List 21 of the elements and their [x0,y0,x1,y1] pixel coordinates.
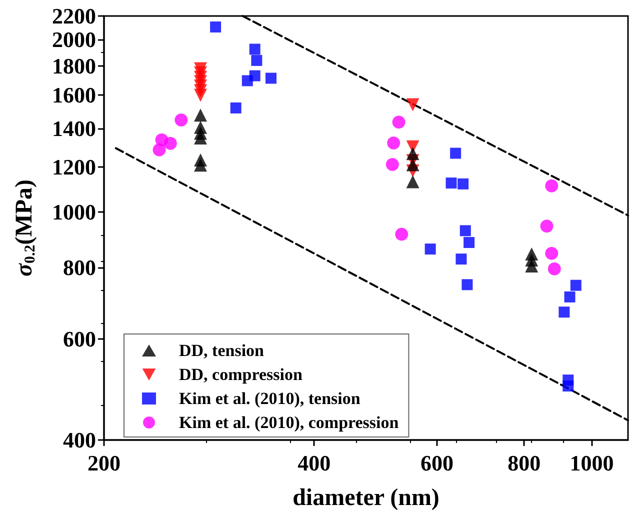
x-tick-label: 1000 [570,450,614,476]
y-tick-label: 1200 [52,154,96,180]
y-tick-label: 1000 [52,200,96,225]
y-tick-label: 1600 [52,82,96,108]
legend-label: Kim et al. (2010), tension [179,389,361,408]
y-tick-label: 1800 [52,53,96,78]
legend-label: DD, compression [179,365,303,384]
y-tick-label: 2200 [52,4,96,28]
x-tick-label: 800 [508,450,541,476]
x-axis-title: diameter (nm) [292,485,440,511]
x-tick-label: 400 [298,450,331,476]
legend-label: Kim et al. (2010), compression [179,413,400,432]
y-tick-label: 1400 [52,116,96,141]
legend-label: DD, tension [179,341,265,360]
x-tick-label: 200 [88,450,120,476]
y-tick-label: 400 [63,428,96,452]
y-axis-title: σ0.2(MPa) [12,180,38,276]
y-tick-label: 600 [63,326,96,352]
y-tick-label: 2000 [52,27,96,52]
x-tick-label: 600 [420,450,454,476]
y-tick-label: 800 [63,255,96,280]
